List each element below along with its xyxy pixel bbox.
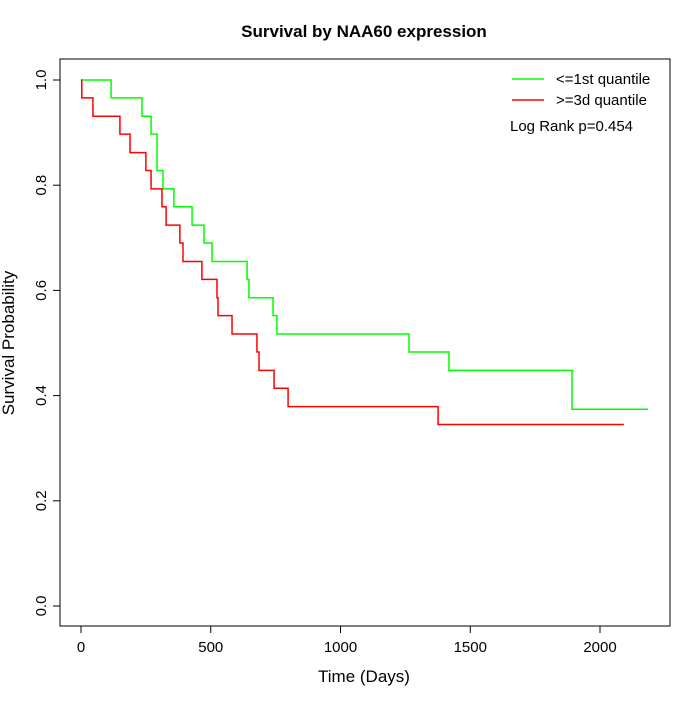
x-tick-label: 2000 xyxy=(583,639,616,656)
chart-title: Survival by NAA60 expression xyxy=(241,22,487,41)
x-axis: 0 500 1000 1500 2000 xyxy=(77,625,617,656)
x-tick-label: 500 xyxy=(198,639,223,656)
y-tick-label: 1.0 xyxy=(33,70,50,91)
survival-curves xyxy=(81,79,649,426)
x-tick-label: 1000 xyxy=(324,639,357,656)
plot-frame xyxy=(59,58,671,627)
y-tick-label: 0.4 xyxy=(33,385,50,406)
legend-label-high: >=3d quantile xyxy=(556,92,647,109)
curve-high-quantile xyxy=(81,79,624,426)
legend-label-low: <=1st quantile xyxy=(556,71,650,88)
curve-low-quantile xyxy=(81,79,649,411)
legend: <=1st quantile >=3d quantile xyxy=(512,71,650,109)
x-axis-label: Time (Days) xyxy=(318,667,410,686)
x-tick-label: 1500 xyxy=(454,639,487,656)
y-tick-label: 0.0 xyxy=(33,596,50,617)
y-axis-label: Survival Probability xyxy=(0,270,18,415)
log-rank-annotation: Log Rank p=0.454 xyxy=(510,118,633,135)
x-tick-label: 0 xyxy=(77,639,85,656)
y-axis: 0.0 0.2 0.4 0.6 0.8 1.0 xyxy=(33,70,61,617)
y-tick-label: 0.2 xyxy=(33,490,50,511)
y-tick-label: 0.6 xyxy=(33,280,50,301)
y-tick-label: 0.8 xyxy=(33,175,50,196)
